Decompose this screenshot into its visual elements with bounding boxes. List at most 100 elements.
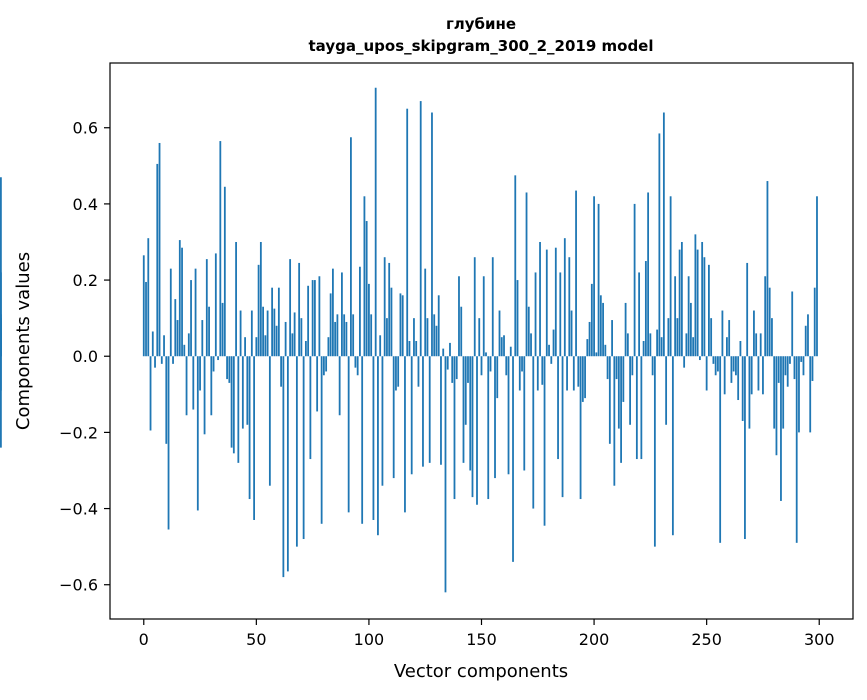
bar	[289, 259, 292, 357]
bar	[498, 310, 501, 357]
bar	[248, 356, 251, 500]
bar	[262, 306, 264, 357]
bar	[775, 356, 778, 456]
y-tick-label: −0.4	[59, 500, 98, 519]
bar	[244, 337, 246, 357]
bar	[250, 310, 253, 357]
bar	[460, 306, 463, 357]
x-tick-label: 150	[466, 630, 497, 649]
bar	[235, 241, 237, 357]
bar	[793, 356, 796, 380]
bar	[415, 341, 418, 357]
bar	[383, 257, 386, 357]
x-axis-label: Vector components	[394, 661, 568, 682]
bar	[563, 238, 566, 357]
bar	[440, 356, 442, 465]
bar	[302, 356, 305, 540]
bar	[588, 321, 591, 357]
bar	[523, 356, 526, 471]
bar	[435, 325, 438, 357]
bar	[307, 285, 310, 357]
bar	[194, 268, 197, 357]
bar	[145, 281, 147, 357]
bar	[739, 341, 742, 357]
bar	[428, 356, 431, 463]
bar	[667, 318, 670, 357]
bar	[176, 320, 179, 357]
bar	[811, 356, 814, 381]
bar	[208, 306, 210, 357]
bar	[631, 356, 634, 376]
bar	[491, 257, 494, 357]
bar	[417, 356, 420, 387]
bar	[599, 295, 602, 357]
y-axis-ticks: −0.6 −0.4 −0.2 0.0 0.2 0.4 0.6	[59, 119, 110, 595]
bar	[221, 302, 224, 357]
bar	[680, 241, 683, 357]
bar	[219, 141, 222, 357]
bar	[187, 333, 190, 357]
bar	[753, 310, 755, 357]
bar	[181, 247, 183, 357]
bar	[732, 356, 735, 372]
bar	[365, 221, 368, 357]
bar	[395, 356, 397, 391]
bar	[570, 310, 573, 357]
bar	[482, 276, 485, 357]
bar	[642, 341, 645, 357]
bar	[777, 356, 780, 383]
bar	[683, 356, 686, 368]
bar	[426, 318, 429, 357]
bar	[489, 356, 492, 372]
bar	[401, 295, 404, 357]
bar	[169, 268, 172, 357]
bar	[541, 356, 544, 385]
bar	[647, 192, 650, 357]
bar	[399, 293, 402, 357]
bar	[158, 142, 161, 357]
x-tick-label: 250	[691, 630, 722, 649]
bar	[0, 356, 2, 448]
bar	[167, 356, 170, 530]
bar	[595, 352, 598, 357]
bar	[334, 321, 337, 357]
bar	[633, 203, 636, 357]
bar	[500, 337, 503, 357]
bar	[413, 318, 415, 357]
bar	[183, 344, 186, 357]
bar	[653, 356, 656, 547]
bar	[464, 356, 467, 425]
bar	[449, 342, 451, 357]
bar	[701, 241, 704, 357]
bar	[764, 276, 767, 357]
bar	[617, 356, 620, 429]
bar	[791, 291, 794, 357]
bar	[473, 257, 476, 357]
bar	[280, 356, 283, 387]
bar	[205, 259, 208, 357]
bar	[487, 356, 490, 500]
bar	[332, 268, 334, 357]
bar	[721, 310, 724, 357]
bar	[388, 262, 391, 357]
bar	[273, 308, 276, 357]
bar	[590, 283, 593, 357]
bar	[462, 356, 465, 463]
bar	[615, 356, 618, 380]
bar	[550, 356, 553, 364]
bar	[804, 325, 807, 357]
bar	[275, 325, 278, 357]
bar	[539, 241, 541, 357]
bar	[629, 356, 631, 425]
bar	[525, 192, 528, 357]
bar	[800, 356, 803, 362]
bar	[581, 356, 584, 402]
bar	[408, 341, 411, 357]
y-tick-label: 0.0	[73, 347, 98, 366]
bar	[755, 333, 758, 357]
x-axis-ticks: 0 50 100 150 200 250 300	[139, 619, 835, 649]
bar	[0, 356, 2, 391]
bar	[451, 356, 454, 383]
bar	[741, 356, 744, 421]
bar	[530, 333, 532, 357]
